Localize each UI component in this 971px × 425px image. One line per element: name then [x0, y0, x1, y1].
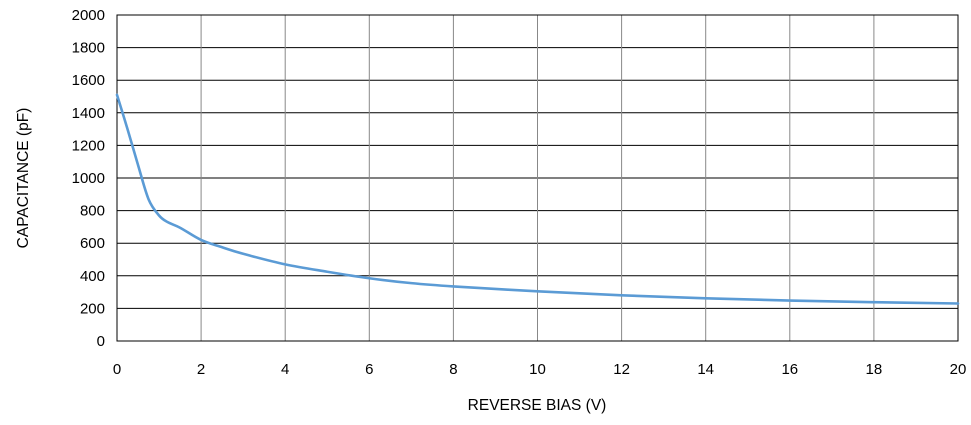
- x-tick-label: 14: [697, 361, 714, 378]
- y-tick-label: 1000: [72, 170, 105, 187]
- series-group: [115, 93, 960, 305]
- x-tick-label: 8: [449, 361, 457, 378]
- x-tick-label: 10: [529, 361, 546, 378]
- series-line: [115, 93, 960, 305]
- y-tick-label: 1600: [72, 72, 105, 89]
- y-tick-labels: 0 200 400 600 800 1000 1200 1400 1600 1800 2000: [72, 7, 105, 350]
- x-tick-label: 2: [197, 361, 205, 378]
- y-tick-label: 800: [80, 203, 105, 220]
- x-tick-label: 12: [613, 361, 630, 378]
- x-tick-label: 16: [781, 361, 798, 378]
- y-tick-label: 400: [80, 268, 105, 285]
- y-tick-label: 1400: [72, 105, 105, 122]
- x-tick-label: 18: [866, 361, 883, 378]
- y-tick-label: 2000: [72, 7, 105, 24]
- y-tick-label: 0: [97, 333, 105, 350]
- y-tick-label: 200: [80, 300, 105, 317]
- x-axis-label: REVERSE BIAS (V): [468, 397, 607, 414]
- x-tick-labels: 0 2 4 6 8 10 12 14 16 18 20: [113, 361, 967, 378]
- x-tick-label: 6: [365, 361, 373, 378]
- y-tick-label: 1800: [72, 40, 105, 57]
- x-tick-label: 0: [113, 361, 121, 378]
- plot-area-border: [116, 14, 959, 342]
- y-tick-label: 1200: [72, 137, 105, 154]
- x-tick-label: 4: [281, 361, 289, 378]
- x-tick-label: 20: [950, 361, 967, 378]
- y-axis-label: CAPACITANCE (pF): [15, 108, 32, 249]
- y-tick-label: 600: [80, 235, 105, 252]
